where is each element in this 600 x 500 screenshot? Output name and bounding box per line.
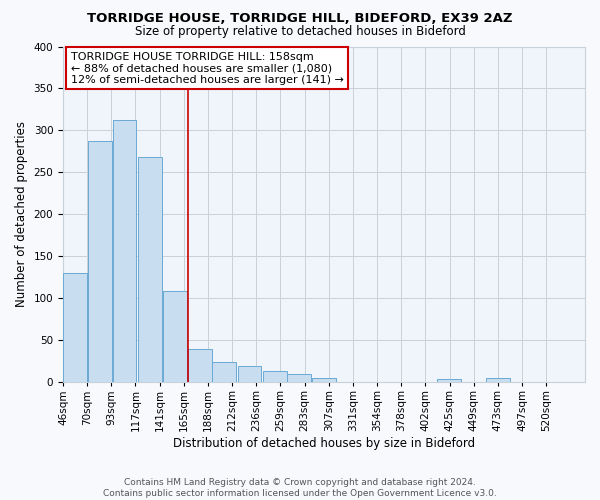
Text: TORRIDGE HOUSE, TORRIDGE HILL, BIDEFORD, EX39 2AZ: TORRIDGE HOUSE, TORRIDGE HILL, BIDEFORD,… bbox=[87, 12, 513, 26]
Bar bbox=[263, 372, 287, 382]
Bar bbox=[163, 291, 187, 382]
Bar bbox=[487, 378, 510, 382]
Bar bbox=[113, 120, 136, 382]
Y-axis label: Number of detached properties: Number of detached properties bbox=[15, 122, 28, 308]
Bar bbox=[212, 362, 236, 382]
X-axis label: Distribution of detached houses by size in Bideford: Distribution of detached houses by size … bbox=[173, 437, 475, 450]
Bar bbox=[437, 379, 461, 382]
Bar bbox=[287, 374, 311, 382]
Bar bbox=[63, 273, 87, 382]
Text: Size of property relative to detached houses in Bideford: Size of property relative to detached ho… bbox=[134, 25, 466, 38]
Text: Contains HM Land Registry data © Crown copyright and database right 2024.
Contai: Contains HM Land Registry data © Crown c… bbox=[103, 478, 497, 498]
Bar bbox=[88, 142, 112, 382]
Text: TORRIDGE HOUSE TORRIDGE HILL: 158sqm
← 88% of detached houses are smaller (1,080: TORRIDGE HOUSE TORRIDGE HILL: 158sqm ← 8… bbox=[71, 52, 344, 84]
Bar bbox=[138, 158, 161, 382]
Bar bbox=[188, 349, 212, 382]
Bar bbox=[238, 366, 262, 382]
Bar bbox=[312, 378, 336, 382]
